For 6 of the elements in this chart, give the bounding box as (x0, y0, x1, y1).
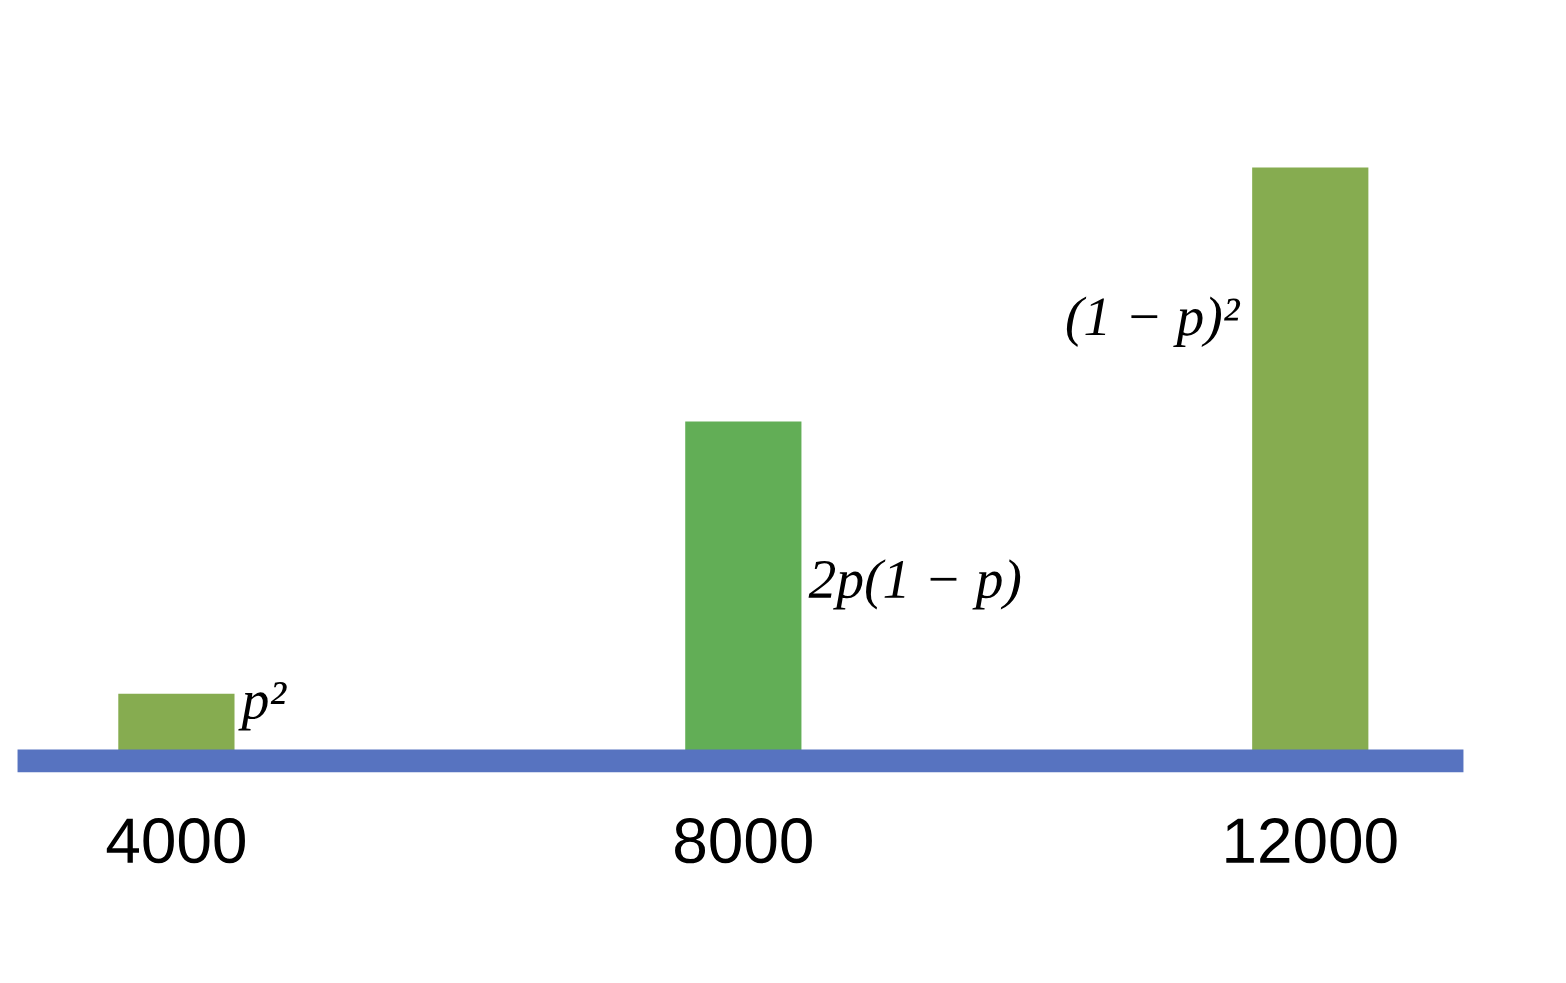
annotation: p² (238, 681, 287, 731)
x-tick-label: 8000 (675, 818, 812, 864)
x-tick-label: 12000 (1226, 818, 1397, 864)
x-tick-label: 4000 (106, 818, 245, 864)
annotation: 2p(1 − p) (808, 559, 1021, 610)
annotation: (1 − p)² (1066, 296, 1241, 347)
